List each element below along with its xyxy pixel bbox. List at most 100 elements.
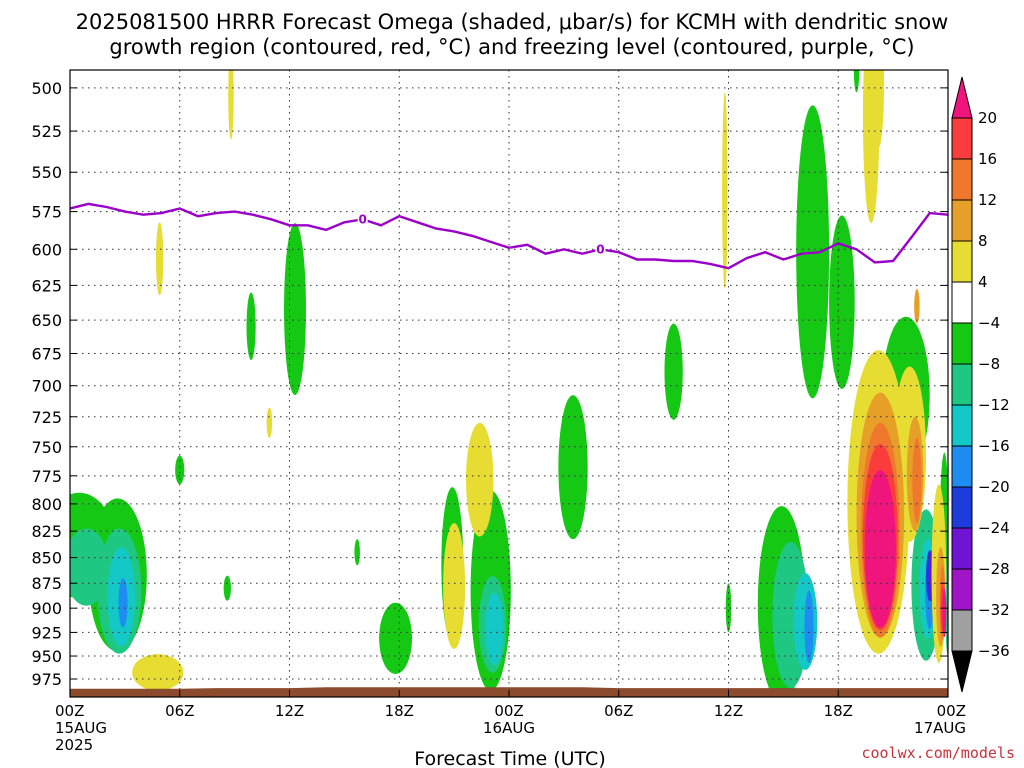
grid-lines — [70, 70, 948, 697]
colorbar-bin-1 — [951, 117, 973, 160]
ytick-label-14: 850 — [31, 549, 62, 568]
omega-yellow-region-2 — [155, 222, 164, 296]
colorbar-bin-0 — [951, 76, 973, 119]
colorbar-bin-4 — [951, 240, 973, 283]
colorbar-bin-14 — [951, 650, 973, 693]
colorbar-label-12: −32 — [978, 601, 1010, 619]
omega-yellow-region-8 — [873, 70, 884, 148]
freezing-label-bg-0 — [357, 211, 368, 226]
colorbar-bin-7 — [951, 363, 973, 406]
colorbar-label-7: −12 — [978, 396, 1010, 414]
ytick-label-18: 950 — [31, 647, 62, 666]
xtick-label-8-1: 17AUG — [914, 719, 966, 737]
colorbar-bin-13 — [951, 609, 973, 652]
colorbar-bin-6 — [951, 322, 973, 365]
omega-magenta-region-1 — [942, 588, 947, 638]
ytick-label-12: 800 — [31, 495, 62, 514]
pressure-axis: 500 525 550 575 600 625 650 675 700 725 750 775 800 8… — [31, 79, 948, 689]
omega-lightblue-region-1 — [804, 590, 814, 663]
colorbar-bin-10 — [951, 486, 973, 529]
ytick-label-1: 525 — [31, 122, 62, 141]
ytick-label-7: 675 — [31, 345, 62, 364]
ytick-label-6: 650 — [31, 311, 62, 330]
omega-green-region-11 — [664, 323, 683, 420]
ytick-label-0: 500 — [31, 79, 62, 98]
omega-cyan-region-1 — [485, 592, 504, 665]
colorbar-bin-3 — [951, 199, 973, 242]
xtick-label-1-0: 06Z — [165, 702, 194, 720]
chart-title-line-2: growth region (contoured, red, °C) and f… — [109, 35, 914, 59]
omega-yellow-region-1 — [228, 70, 234, 140]
colorbar-label-0: 20 — [978, 109, 997, 127]
freezing-level-line — [70, 202, 948, 270]
xtick-label-6-0: 12Z — [714, 702, 743, 720]
omega-yellow-region-3 — [266, 407, 273, 438]
colorbar-label-5: −4 — [978, 314, 1000, 332]
colorbar-bin-5 — [951, 281, 973, 324]
xtick-label-3-0: 18Z — [385, 702, 414, 720]
ytick-label-2: 550 — [31, 163, 62, 182]
ytick-label-16: 900 — [31, 599, 62, 618]
omega-green-region-7 — [379, 602, 413, 675]
colorbar-label-2: 12 — [978, 191, 997, 209]
omega-green-region-18 — [853, 70, 860, 93]
ytick-label-3: 575 — [31, 203, 62, 222]
colorbar-bin-12 — [951, 568, 973, 611]
xtick-label-5-0: 06Z — [604, 702, 633, 720]
xtick-label-2-0: 12Z — [275, 702, 304, 720]
colorbar-bin-8 — [951, 404, 973, 447]
colorbar-label-8: −16 — [978, 437, 1010, 455]
colorbar-label-11: −28 — [978, 560, 1010, 578]
freezing-label-bg-1 — [595, 241, 606, 256]
omega-green-region-4 — [246, 292, 256, 361]
ytick-label-17: 925 — [31, 623, 62, 642]
colorbar-label-3: 8 — [978, 232, 988, 250]
colorbar-label-10: −24 — [978, 519, 1010, 537]
omega-yellow-region-0 — [132, 654, 184, 691]
xtick-label-7-0: 18Z — [824, 702, 853, 720]
colorbar-label-6: −8 — [978, 355, 1000, 373]
chart-title-line-1: 2025081500 HRRR Forecast Omega (shaded, … — [76, 10, 949, 34]
credit-text: coolwx.com/models — [861, 744, 1015, 762]
colorbar-label-4: 4 — [978, 273, 988, 291]
omega-green-region-10 — [558, 395, 588, 540]
colorbar-label-13: −36 — [978, 642, 1010, 660]
ytick-label-15: 875 — [31, 574, 62, 593]
colorbar: 20 16 12 8 4 −4 −8 −12 −16 −20 −24 −28 −32 −36 — [951, 76, 1010, 693]
omega-green-region-2 — [175, 455, 185, 485]
chart-title: 2025081500 HRRR Forecast Omega (shaded, … — [76, 10, 949, 59]
omega-yellow-region-6 — [722, 92, 728, 289]
ytick-label-9: 725 — [31, 408, 62, 427]
xtick-label-4-1: 16AUG — [483, 719, 535, 737]
omega-green-region-15 — [829, 215, 855, 389]
omega-green-region-12 — [725, 583, 732, 633]
ytick-label-4: 600 — [31, 240, 62, 259]
freezing-level-contour: 00 — [70, 202, 948, 270]
ytick-label-13: 825 — [31, 522, 62, 541]
omega-gold-region-3 — [914, 288, 920, 324]
xtick-label-0-1: 15AUG — [55, 719, 107, 737]
freezing-level-label-1: 0 — [596, 242, 604, 256]
xtick-label-0-0: 00Z — [55, 702, 84, 720]
omega-orange-region-1 — [912, 437, 922, 524]
x-axis-title: Forecast Time (UTC) — [414, 748, 605, 768]
ytick-label-8: 700 — [31, 377, 62, 396]
freezing-level-label-0: 0 — [358, 212, 366, 226]
omega-lightblue-region-0 — [118, 578, 128, 628]
omega-yellow-region-5 — [466, 422, 494, 537]
colorbar-bin-2 — [951, 158, 973, 201]
omega-green-region-6 — [354, 539, 360, 566]
colorbar-label-9: −20 — [978, 478, 1010, 496]
xtick-label-8-0: 00Z — [937, 702, 966, 720]
colorbar-bin-9 — [951, 445, 973, 488]
colorbar-label-1: 16 — [978, 150, 997, 168]
ytick-label-19: 975 — [31, 670, 62, 689]
omega-green-region-3 — [223, 575, 231, 601]
xtick-label-4-0: 00Z — [494, 702, 523, 720]
ytick-label-11: 775 — [31, 467, 62, 486]
ytick-label-5: 625 — [31, 276, 62, 295]
omega-magenta-region-0 — [864, 470, 896, 628]
colorbar-bin-11 — [951, 527, 973, 570]
